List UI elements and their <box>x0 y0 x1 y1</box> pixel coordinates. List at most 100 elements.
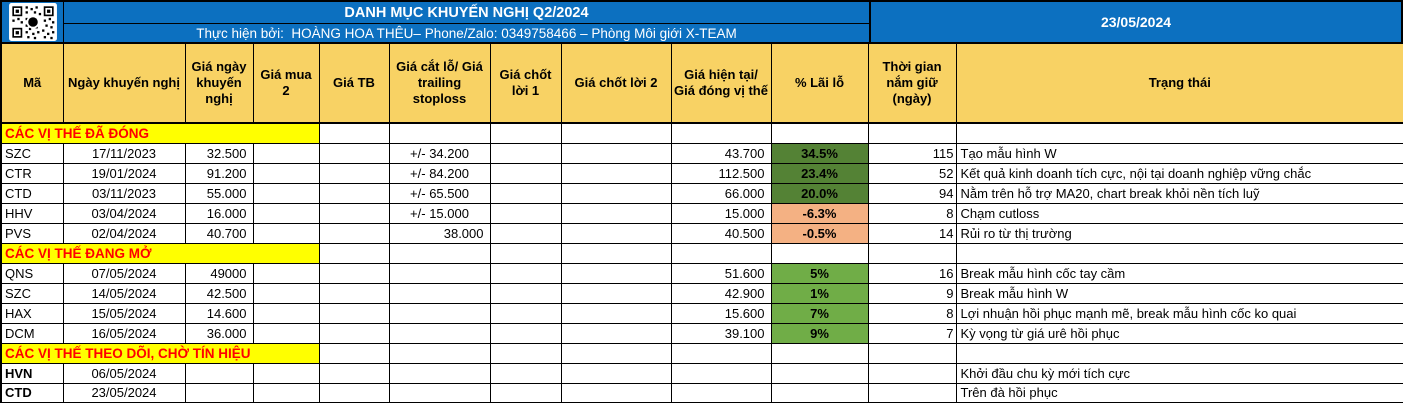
cell-entry-price[interactable]: 91.200 <box>184 162 254 184</box>
column-header-4[interactable]: Giá TB <box>318 42 390 124</box>
cell-take-profit-1[interactable] <box>489 362 562 384</box>
cell-status[interactable]: Kỳ vọng từ giá urê hồi phục <box>955 322 1403 344</box>
empty-cell[interactable] <box>560 342 672 364</box>
cell-take-profit-2[interactable] <box>560 202 672 224</box>
cell-days-held[interactable]: 8 <box>867 302 957 324</box>
cell-pnl-pct[interactable]: 34.5% <box>770 142 869 164</box>
cell-pnl-pct[interactable]: -0.5% <box>770 222 869 244</box>
cell-date[interactable]: 17/11/2023 <box>62 142 186 164</box>
empty-cell[interactable] <box>388 342 491 364</box>
column-header-2[interactable]: Giá ngày khuyến nghị <box>184 42 254 124</box>
cell-buy2[interactable] <box>252 382 320 403</box>
cell-stoploss[interactable]: +/- 84.200 <box>388 162 491 184</box>
cell-entry-price[interactable] <box>184 382 254 403</box>
empty-cell[interactable] <box>489 242 562 264</box>
cell-status[interactable]: Break mẫu hình cốc tay cầm <box>955 262 1403 284</box>
cell-stoploss[interactable] <box>388 322 491 344</box>
cell-date[interactable]: 02/04/2024 <box>62 222 186 244</box>
cell-take-profit-1[interactable] <box>489 262 562 284</box>
cell-date[interactable]: 15/05/2024 <box>62 302 186 324</box>
empty-cell[interactable] <box>770 242 869 264</box>
cell-ticker[interactable]: CTR <box>0 162 64 184</box>
cell-current-price[interactable] <box>670 362 772 384</box>
cell-pnl-pct[interactable]: 1% <box>770 282 869 304</box>
cell-take-profit-1[interactable] <box>489 382 562 403</box>
cell-ticker[interactable]: CTD <box>0 382 64 403</box>
cell-buy2[interactable] <box>252 262 320 284</box>
cell-current-price[interactable]: 66.000 <box>670 182 772 204</box>
column-header-11[interactable]: Trạng thái <box>955 42 1403 124</box>
section-label[interactable]: CÁC VỊ THẾ ĐANG MỞ <box>0 242 320 264</box>
empty-cell[interactable] <box>670 122 772 144</box>
page-title[interactable]: DANH MỤC KHUYẾN NGHỊ Q2/2024 <box>64 2 869 24</box>
cell-take-profit-1[interactable] <box>489 302 562 324</box>
cell-days-held[interactable]: 14 <box>867 222 957 244</box>
cell-current-price[interactable]: 51.600 <box>670 262 772 284</box>
cell-avg-price[interactable] <box>318 142 390 164</box>
cell-take-profit-2[interactable] <box>560 382 672 403</box>
section-label[interactable]: CÁC VỊ THẾ THEO DÕI, CHỜ TÍN HIỆU <box>0 342 320 364</box>
empty-cell[interactable] <box>388 242 491 264</box>
column-header-3[interactable]: Giá mua 2 <box>252 42 320 124</box>
column-header-0[interactable]: Mã <box>0 42 64 124</box>
column-header-9[interactable]: % Lãi lỗ <box>770 42 869 124</box>
cell-current-price[interactable]: 39.100 <box>670 322 772 344</box>
cell-take-profit-2[interactable] <box>560 302 672 324</box>
cell-take-profit-2[interactable] <box>560 222 672 244</box>
cell-avg-price[interactable] <box>318 182 390 204</box>
cell-status[interactable]: Tạo mẫu hình W <box>955 142 1403 164</box>
cell-entry-price[interactable]: 14.600 <box>184 302 254 324</box>
cell-days-held[interactable]: 7 <box>867 322 957 344</box>
empty-cell[interactable] <box>867 122 957 144</box>
cell-pnl-pct[interactable] <box>770 382 869 403</box>
cell-pnl-pct[interactable] <box>770 362 869 384</box>
empty-cell[interactable] <box>318 122 390 144</box>
cell-avg-price[interactable] <box>318 282 390 304</box>
cell-avg-price[interactable] <box>318 302 390 324</box>
cell-status[interactable]: Lợi nhuận hồi phục mạnh mẽ, break mẫu hì… <box>955 302 1403 324</box>
cell-buy2[interactable] <box>252 302 320 324</box>
column-header-8[interactable]: Giá hiện tại/ Giá đóng vị thế <box>670 42 772 124</box>
cell-avg-price[interactable] <box>318 162 390 184</box>
cell-current-price[interactable]: 43.700 <box>670 142 772 164</box>
cell-take-profit-2[interactable] <box>560 162 672 184</box>
column-header-1[interactable]: Ngày khuyến nghị <box>62 42 186 124</box>
cell-take-profit-1[interactable] <box>489 202 562 224</box>
column-header-6[interactable]: Giá chốt lời 1 <box>489 42 562 124</box>
cell-ticker[interactable]: DCM <box>0 322 64 344</box>
cell-status[interactable]: Khởi đầu chu kỳ mới tích cực <box>955 362 1403 384</box>
cell-ticker[interactable]: HVN <box>0 362 64 384</box>
cell-ticker[interactable]: QNS <box>0 262 64 284</box>
empty-cell[interactable] <box>955 242 1403 264</box>
cell-days-held[interactable]: 9 <box>867 282 957 304</box>
cell-buy2[interactable] <box>252 142 320 164</box>
cell-date[interactable]: 07/05/2024 <box>62 262 186 284</box>
cell-pnl-pct[interactable]: -6.3% <box>770 202 869 224</box>
empty-cell[interactable] <box>770 122 869 144</box>
cell-buy2[interactable] <box>252 322 320 344</box>
cell-pnl-pct[interactable]: 23.4% <box>770 162 869 184</box>
cell-date[interactable]: 06/05/2024 <box>62 362 186 384</box>
cell-take-profit-1[interactable] <box>489 142 562 164</box>
cell-ticker[interactable]: HHV <box>0 202 64 224</box>
cell-avg-price[interactable] <box>318 262 390 284</box>
cell-date[interactable]: 03/04/2024 <box>62 202 186 224</box>
cell-date[interactable]: 03/11/2023 <box>62 182 186 204</box>
cell-entry-price[interactable]: 32.500 <box>184 142 254 164</box>
cell-stoploss[interactable]: +/- 34.200 <box>388 142 491 164</box>
cell-ticker[interactable]: HAX <box>0 302 64 324</box>
cell-status[interactable]: Trên đà hồi phục <box>955 382 1403 403</box>
cell-avg-price[interactable] <box>318 322 390 344</box>
cell-take-profit-2[interactable] <box>560 142 672 164</box>
empty-cell[interactable] <box>318 342 390 364</box>
cell-stoploss[interactable] <box>388 282 491 304</box>
cell-days-held[interactable]: 16 <box>867 262 957 284</box>
cell-pnl-pct[interactable]: 5% <box>770 262 869 284</box>
cell-days-held[interactable] <box>867 362 957 384</box>
cell-pnl-pct[interactable]: 20.0% <box>770 182 869 204</box>
cell-buy2[interactable] <box>252 182 320 204</box>
empty-cell[interactable] <box>560 122 672 144</box>
empty-cell[interactable] <box>955 122 1403 144</box>
cell-current-price[interactable]: 40.500 <box>670 222 772 244</box>
empty-cell[interactable] <box>955 342 1403 364</box>
